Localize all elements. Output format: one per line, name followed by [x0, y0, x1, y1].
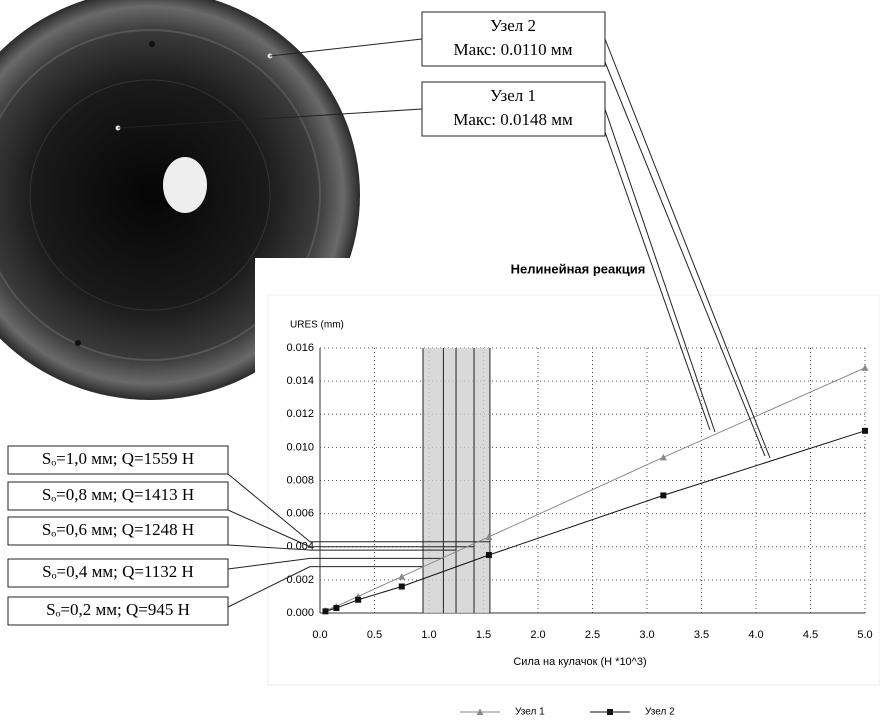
y-tick-label: 0.014 [286, 375, 314, 387]
x-tick-label: 5.0 [857, 629, 872, 641]
y-tick-label: 0.002 [286, 574, 314, 586]
legend-marker [607, 709, 613, 715]
x-tick-label: 4.5 [803, 629, 818, 641]
callout-text: Макс: 0.0110 мм [454, 40, 573, 59]
x-tick-label: 3.0 [639, 629, 654, 641]
figure: Нелинейная реакция URES (mm) Сила на кул… [0, 0, 880, 720]
page: {"chart_data": {"type": "line", "title":… [0, 0, 880, 725]
load-label: Sₒ=0,4 мм; Q=1132 Н [42, 562, 194, 581]
legend-label: Узел 2 [645, 707, 675, 718]
callout-title: Узел 1 [490, 86, 536, 105]
y-tick-label: 0.000 [286, 607, 314, 619]
point [862, 428, 868, 434]
load-label: Sₒ=1,0 мм; Q=1559 Н [42, 449, 194, 468]
x-tick-label: 1.0 [421, 629, 436, 641]
x-axis-label: Сила на кулачок (Н *10^3) [513, 656, 646, 668]
x-tick-label: 3.5 [694, 629, 709, 641]
y-tick-label: 0.006 [286, 508, 314, 520]
load-label: Sₒ=0,8 мм; Q=1413 Н [42, 485, 194, 504]
legend-label: Узел 1 [515, 707, 545, 718]
load-label: Sₒ=0,6 мм; Q=1248 Н [42, 520, 194, 539]
x-tick-label: 4.0 [748, 629, 763, 641]
y-tick-label: 0.012 [286, 408, 314, 420]
x-tick-label: 2.0 [530, 629, 545, 641]
y-tick-label: 0.010 [286, 441, 314, 453]
point [355, 597, 361, 603]
y-tick-label: 0.008 [286, 474, 314, 486]
point [322, 608, 328, 614]
point [486, 552, 492, 558]
point [660, 492, 666, 498]
chart-title: Нелинейная реакция [511, 261, 646, 276]
y-tick-label: 0.016 [286, 342, 314, 354]
y-axis-label: URES (mm) [290, 320, 344, 331]
x-tick-label: 1.5 [476, 629, 491, 641]
callout-text: Макс: 0.0148 мм [453, 110, 573, 129]
callout-title: Узел 2 [490, 16, 536, 35]
x-tick-label: 2.5 [585, 629, 600, 641]
point [333, 605, 339, 611]
x-tick-label: 0.5 [367, 629, 382, 641]
x-tick-label: 0.0 [312, 629, 327, 641]
plot-panel [268, 295, 880, 685]
point [399, 584, 405, 590]
load-label: Sₒ=0,2 мм; Q=945 Н [46, 600, 190, 619]
